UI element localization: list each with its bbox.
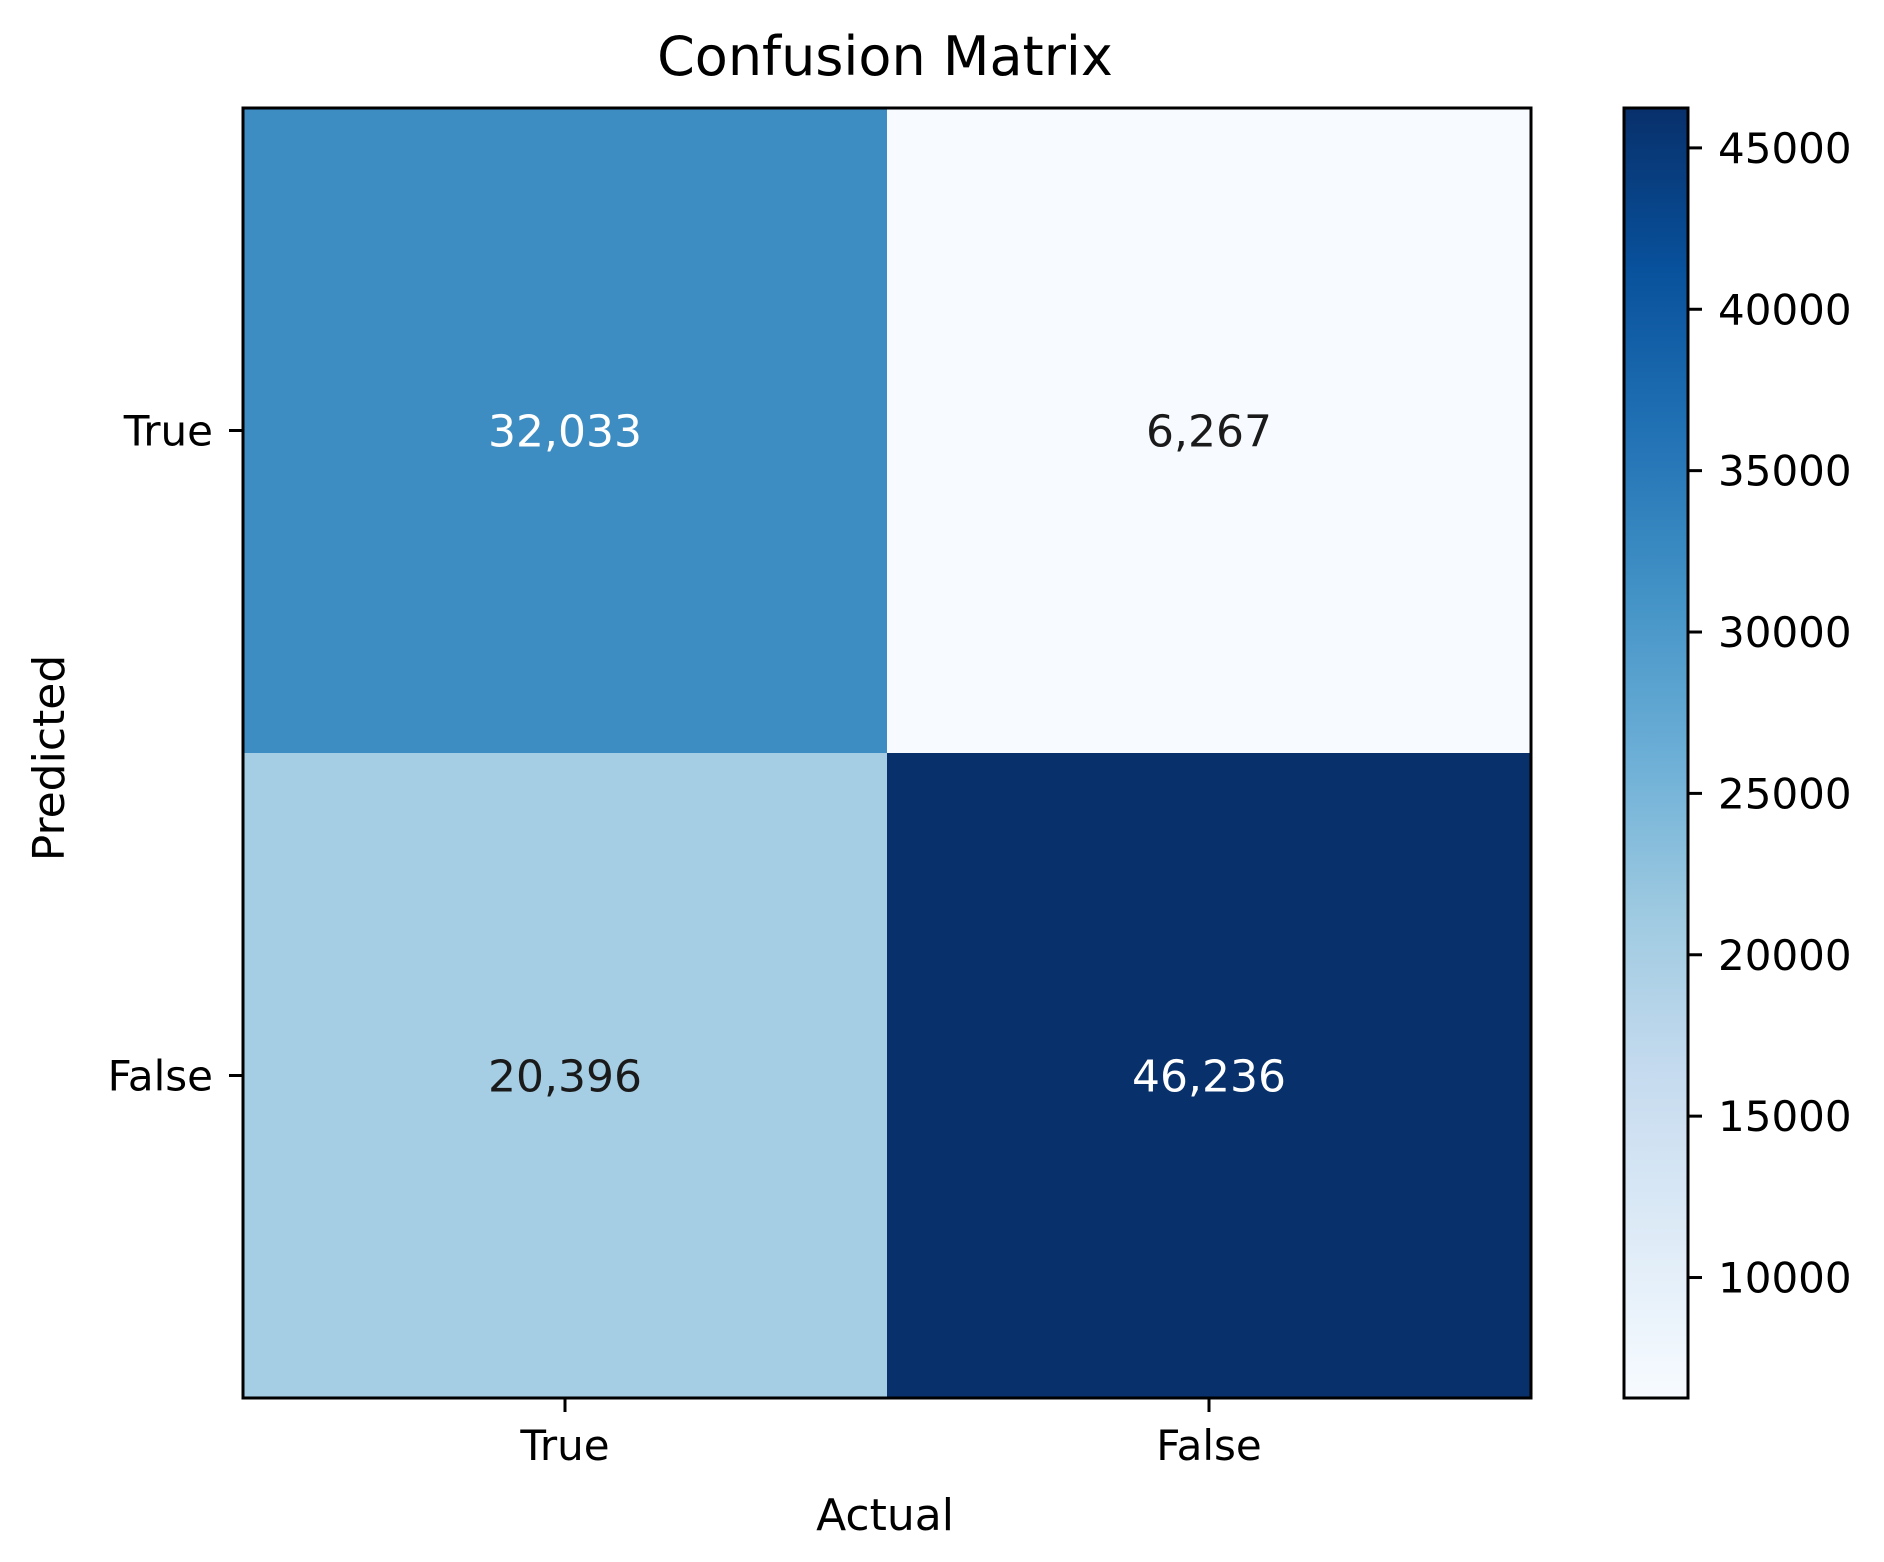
colorbar-tick-label-0: 10000 bbox=[1718, 1254, 1852, 1303]
y-axis: True False bbox=[108, 407, 243, 1101]
y-tick-label-0: True bbox=[123, 407, 213, 456]
heatmap-cell-1-1 bbox=[887, 753, 1532, 1399]
cell-value-label-0-1: 6,267 bbox=[1146, 407, 1272, 458]
plot-frame bbox=[241, 106, 1533, 1400]
cell-value-label-0-0: 32,033 bbox=[488, 407, 642, 458]
cell-value-label-1-1: 46,236 bbox=[1132, 1052, 1286, 1103]
colorbar-ticks: 10000 15000 20000 25000 30000 35000 40000 45000 bbox=[1688, 124, 1852, 1303]
chart-title: Confusion Matrix bbox=[657, 25, 1113, 88]
cell-value-labels: 32,033 6,267 20,396 46,236 bbox=[488, 407, 1286, 1103]
y-tick-label-1: False bbox=[108, 1052, 213, 1101]
heatmap-cell-1-0 bbox=[243, 753, 888, 1399]
x-axis: True False bbox=[519, 1398, 1262, 1470]
colorbar-tick-label-4: 30000 bbox=[1718, 608, 1852, 657]
colorbar-tick-label-2: 20000 bbox=[1718, 931, 1852, 980]
x-tick-label-1: False bbox=[1156, 1421, 1261, 1470]
x-tick-label-0: True bbox=[519, 1421, 609, 1470]
x-axis-label: Actual bbox=[816, 1490, 954, 1541]
colorbar-tick-label-5: 35000 bbox=[1718, 447, 1852, 496]
heatmap-cells bbox=[243, 108, 1532, 1399]
colorbar-tick-label-7: 45000 bbox=[1718, 124, 1852, 173]
heatmap-cell-0-1 bbox=[887, 108, 1532, 754]
colorbar-tick-label-6: 40000 bbox=[1718, 285, 1852, 334]
y-axis-label: Predicted bbox=[24, 655, 75, 862]
colorbar-tick-label-1: 15000 bbox=[1718, 1092, 1852, 1141]
cell-value-label-1-0: 20,396 bbox=[488, 1052, 642, 1103]
colorbar-tick-label-3: 25000 bbox=[1718, 769, 1852, 818]
heatmap-cell-0-0 bbox=[243, 108, 888, 754]
colorbar bbox=[1622, 106, 1690, 1400]
